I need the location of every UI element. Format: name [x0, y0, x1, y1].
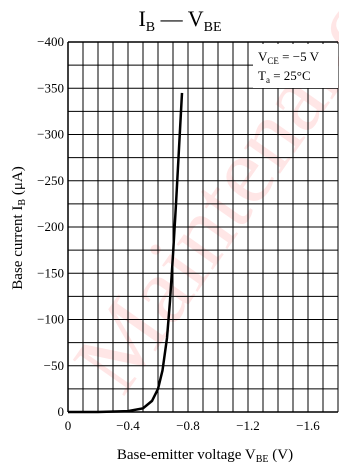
x-tick-label: −1.6	[296, 418, 320, 433]
y-tick-label: −100	[37, 312, 64, 327]
y-tick-label: −400	[37, 34, 64, 49]
conditions-box	[253, 44, 338, 88]
condition-ta: Ta = 25°C	[258, 68, 311, 85]
x-tick-label: −0.4	[116, 418, 140, 433]
y-tick-label: −350	[37, 80, 64, 95]
x-tick-label: 0	[65, 418, 72, 433]
y-tick-label: −150	[37, 265, 64, 280]
x-tick-label: −1.2	[236, 418, 260, 433]
x-tick-label: −0.8	[176, 418, 200, 433]
chart-title: IB — VBE	[138, 6, 221, 35]
x-axis-label: Base-emitter voltage VBE (V)	[117, 447, 293, 465]
tick-labels: 0 −0.4 −0.8 −1.2 −1.6 0 −50 −100 −150 −200 −250 −30…	[37, 34, 320, 433]
condition-vce: VCE = −5 V	[258, 49, 320, 66]
y-tick-label: −300	[37, 127, 64, 142]
ib-vbe-curve	[68, 92, 184, 414]
y-axis-label: Base current IB (μA)	[10, 166, 28, 289]
y-tick-label: −50	[44, 358, 64, 373]
y-tick-label: 0	[58, 404, 65, 419]
y-tick-label: −250	[37, 173, 64, 188]
y-tick-label: −200	[37, 219, 64, 234]
